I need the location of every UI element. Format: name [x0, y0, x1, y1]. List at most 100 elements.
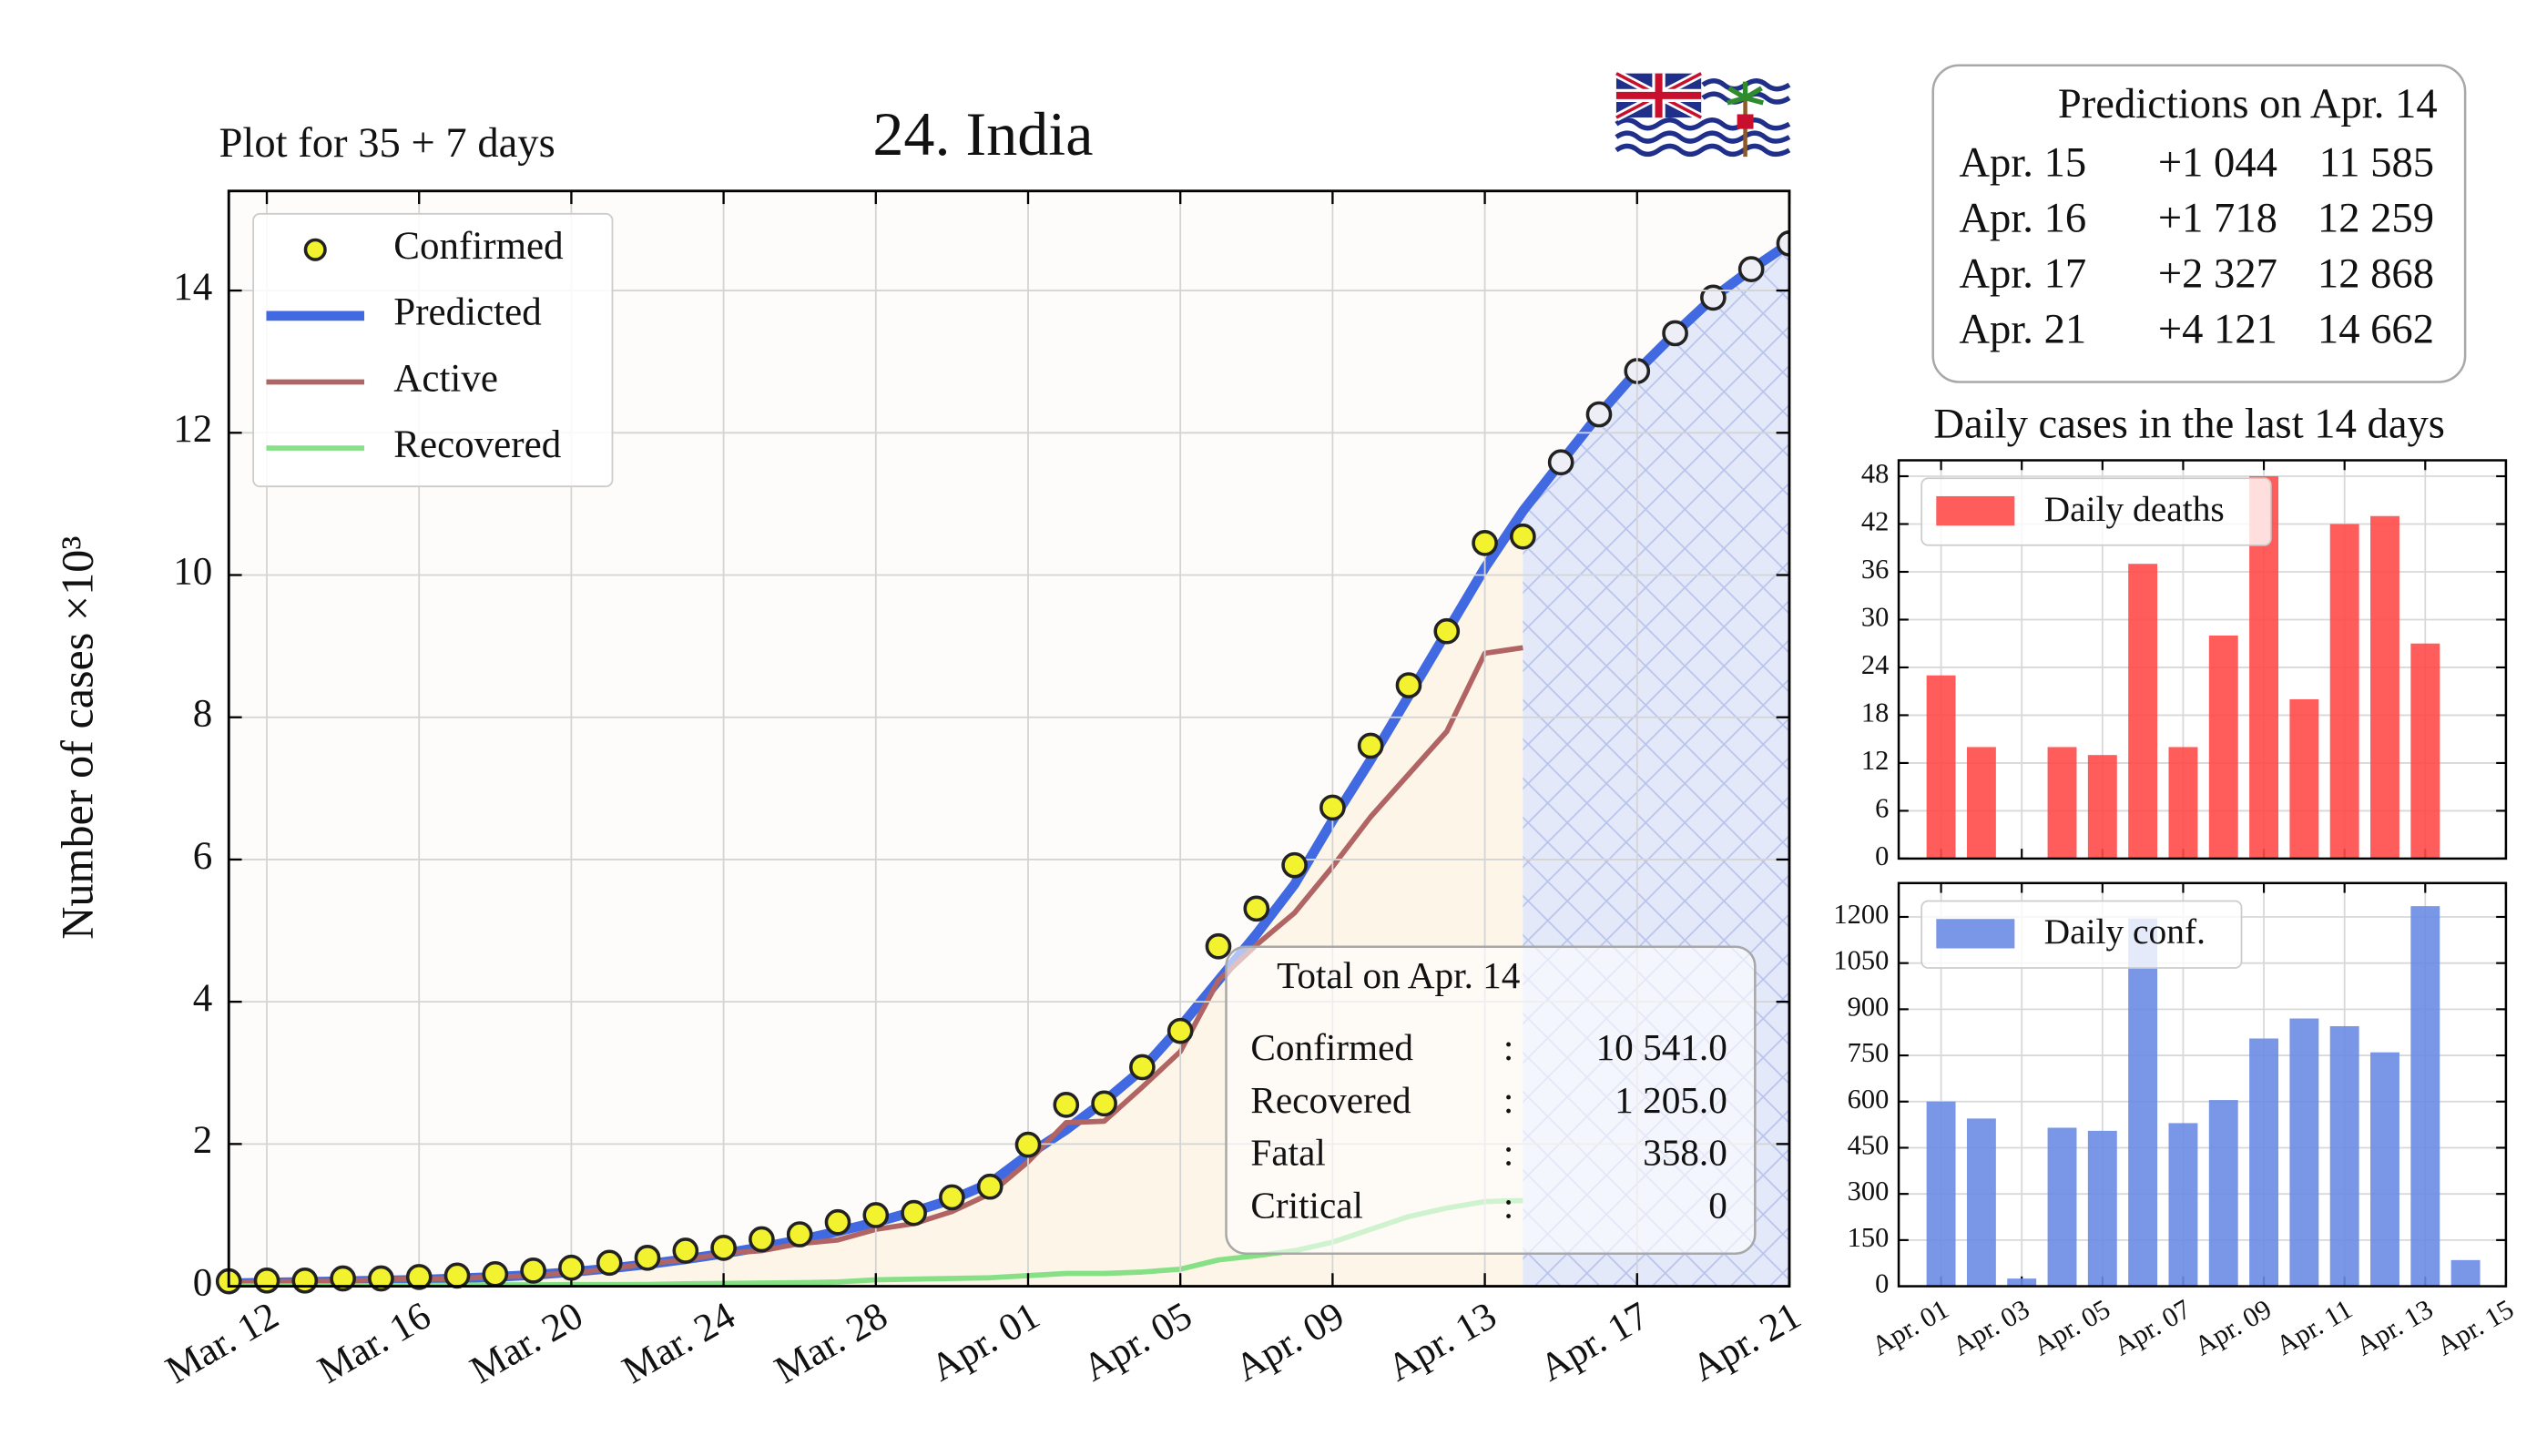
legend-box — [252, 212, 614, 488]
total-row-value: 1 205.0 — [1615, 1079, 1727, 1121]
legend-label: Daily deaths — [2044, 489, 2225, 529]
y-tick-label: 6 — [1875, 792, 1889, 823]
forecast-marker — [1585, 401, 1613, 428]
y-tick-label: 10 — [173, 550, 212, 593]
legend-label: Confirmed — [393, 225, 563, 268]
y-tick-label: 900 — [1848, 991, 1890, 1022]
chart-title: 24. India — [872, 99, 1093, 168]
bar — [2168, 747, 2198, 859]
confirmed-marker — [596, 1249, 623, 1277]
y-tick-label: 0 — [1875, 840, 1889, 871]
bar — [2087, 1130, 2117, 1287]
confirmed-marker — [1472, 530, 1498, 556]
y-tick-label: 48 — [1861, 458, 1889, 489]
y-tick-label: 4 — [193, 977, 213, 1020]
legend-box — [1920, 900, 2243, 969]
confirmed-marker — [710, 1235, 737, 1261]
confirmed-marker — [520, 1257, 546, 1284]
bar — [2047, 1127, 2077, 1287]
chart-title: Daily cases in the last 14 days — [1933, 400, 2445, 447]
confirmed-marker — [1167, 1017, 1194, 1044]
confirmed-marker — [291, 1267, 319, 1294]
bar — [2208, 1100, 2238, 1287]
confirmed-marker — [1395, 672, 1422, 698]
confirmed-marker — [1091, 1090, 1117, 1117]
y-tick-label: 12 — [1861, 745, 1889, 776]
total-row-value: 10 541.0 — [1596, 1026, 1727, 1068]
total-box — [1225, 945, 1757, 1255]
plot-frame — [1897, 459, 2508, 860]
y-tick-label: 18 — [1861, 697, 1889, 728]
confirmed-marker — [939, 1184, 965, 1211]
y-tick-label: 750 — [1848, 1037, 1890, 1068]
forecast-marker — [1776, 230, 1789, 257]
confirmed-marker — [1281, 851, 1308, 879]
y-axis-label: Number of cases ×10³ — [51, 536, 102, 940]
prediction-delta: +4 121 — [2158, 305, 2277, 352]
prediction-total: 11 585 — [2319, 139, 2434, 187]
confirmed-marker — [976, 1173, 1004, 1200]
confirmed-marker — [1014, 1131, 1042, 1158]
y-tick-label: 300 — [1848, 1176, 1890, 1207]
bar — [2168, 1123, 2198, 1287]
y-tick-label: 450 — [1848, 1129, 1890, 1160]
bar — [2128, 564, 2158, 859]
prediction-date: Apr. 15 — [1959, 139, 2086, 187]
confirmed-marker — [862, 1202, 890, 1228]
legend-swatch — [1936, 919, 2015, 949]
prediction-total: 12 868 — [2318, 249, 2434, 297]
confirmed-marker — [1053, 1092, 1080, 1118]
bar — [2289, 1018, 2319, 1287]
legend-label: Recovered — [393, 423, 561, 466]
prediction-total: 14 662 — [2318, 305, 2434, 352]
confirmed-marker — [1433, 617, 1461, 645]
bar — [2007, 1278, 2037, 1287]
flag — [1614, 69, 1791, 160]
y-tick-label: 0 — [1875, 1268, 1889, 1299]
chart-subtitle: Plot for 35 + 7 days — [219, 119, 555, 167]
total-row-label: Recovered — [1250, 1079, 1411, 1121]
y-tick-label: 8 — [193, 693, 213, 736]
confirmed-marker — [1243, 895, 1270, 922]
y-tick-label: 2 — [193, 1119, 213, 1162]
bar — [2329, 1025, 2359, 1287]
bar — [2249, 1038, 2279, 1287]
prediction-delta: +1 718 — [2158, 194, 2277, 241]
confirmed-marker — [749, 1226, 775, 1253]
prediction-date: Apr. 17 — [1959, 249, 2086, 297]
bar — [2370, 515, 2399, 859]
bar — [2410, 906, 2440, 1287]
confirmed-marker — [634, 1244, 661, 1271]
total-row-label: Fatal — [1250, 1132, 1325, 1174]
plot-frame — [227, 189, 1791, 1288]
bar — [2450, 1259, 2481, 1287]
total-row-sep: : — [1503, 1026, 1513, 1068]
plot-frame — [1897, 881, 2508, 1288]
total-row-sep: : — [1503, 1185, 1513, 1227]
bar — [2329, 524, 2359, 859]
confirmed-marker — [1205, 932, 1232, 960]
forecast-marker — [1700, 284, 1727, 311]
y-tick-label: 36 — [1861, 554, 1889, 585]
bar — [1926, 1101, 1956, 1287]
bar — [2047, 747, 2077, 859]
total-row-sep: : — [1503, 1132, 1513, 1174]
confirmed-marker — [1357, 732, 1384, 759]
confirmed-marker — [443, 1262, 471, 1289]
prediction-date: Apr. 16 — [1959, 194, 2086, 241]
confirmed-marker — [482, 1260, 509, 1288]
total-row-value: 358.0 — [1643, 1132, 1727, 1174]
observed-area — [229, 511, 1523, 1287]
y-tick-label: 12 — [173, 408, 212, 451]
total-row-label: Confirmed — [1250, 1026, 1413, 1068]
confirmed-marker — [1129, 1054, 1156, 1081]
y-tick-label: 150 — [1848, 1222, 1890, 1253]
predictions-box — [1931, 64, 2467, 383]
confirmed-marker — [786, 1221, 813, 1247]
prediction-delta: +1 044 — [2158, 139, 2277, 187]
confirmed-marker — [1319, 794, 1346, 821]
confirmed-marker — [672, 1237, 699, 1264]
bar — [2370, 1052, 2399, 1287]
